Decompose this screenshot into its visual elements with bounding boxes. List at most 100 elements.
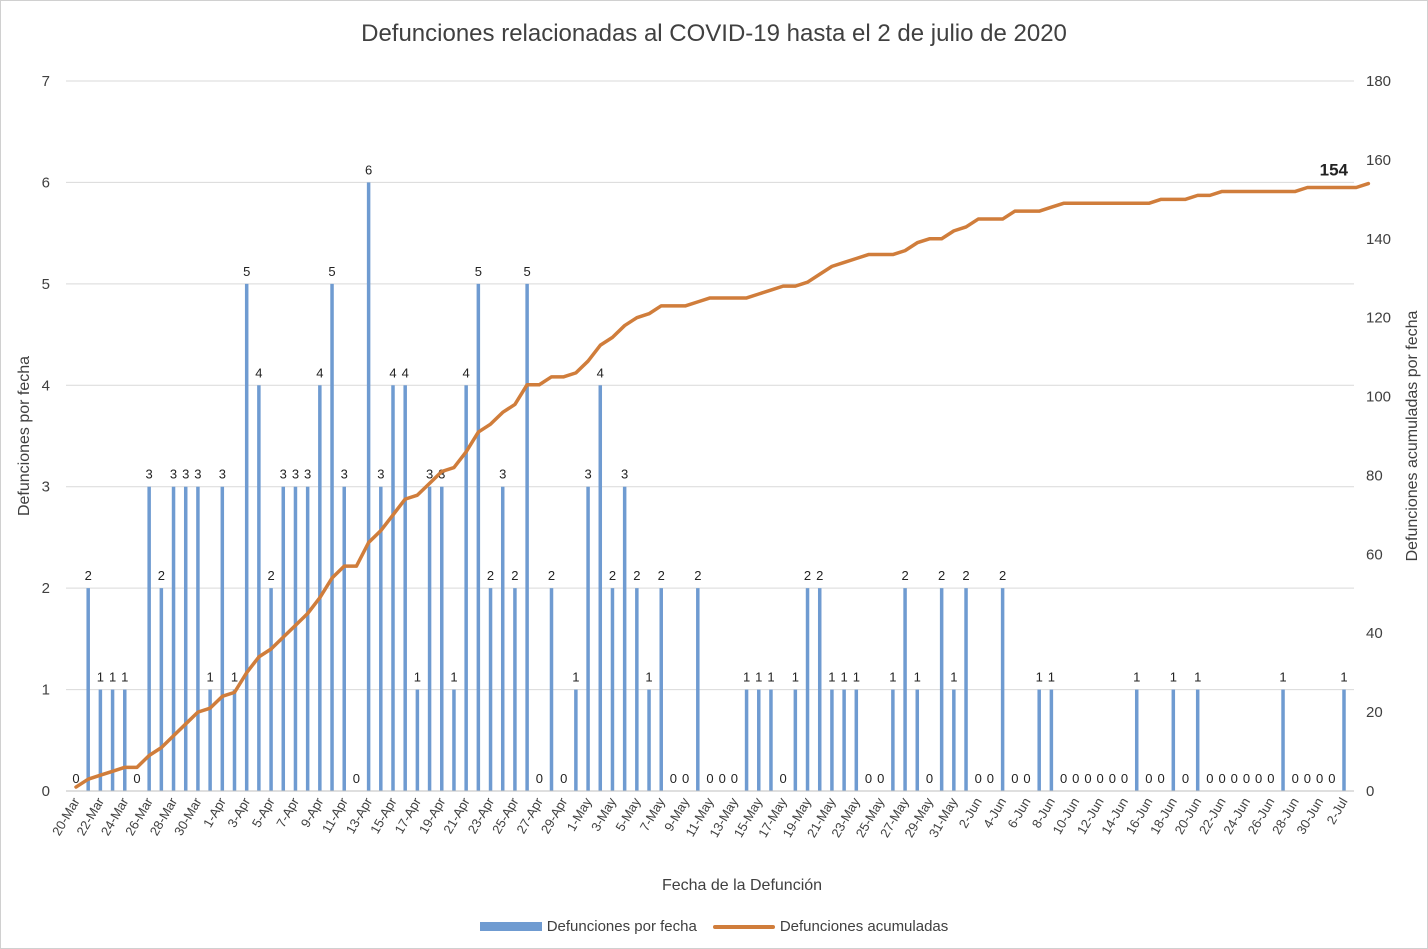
bar-data-label: 2 <box>158 568 165 583</box>
bar-data-label: 0 <box>719 771 726 786</box>
bar-data-label: 3 <box>438 467 445 482</box>
bar-data-label: 1 <box>914 670 921 685</box>
bar-data-label: 0 <box>1011 771 1018 786</box>
bar-data-label: 0 <box>706 771 713 786</box>
bar <box>1342 689 1346 791</box>
bar <box>403 385 407 791</box>
bar-data-label: 1 <box>1036 670 1043 685</box>
y2-tick-label: 0 <box>1366 783 1374 800</box>
bar <box>744 689 749 791</box>
bar-data-label: 1 <box>889 670 896 685</box>
bar-data-label: 4 <box>463 365 470 380</box>
bar-data-label: 1 <box>792 670 799 685</box>
bar-data-label: 3 <box>304 467 311 482</box>
x-tick-label: 3-Apr <box>224 794 253 830</box>
bar <box>696 588 700 791</box>
y2-tick-label: 120 <box>1366 310 1391 327</box>
bar <box>318 385 322 791</box>
y-tick-label: 4 <box>42 377 50 394</box>
bar-data-label: 0 <box>1328 771 1335 786</box>
bar-data-label: 0 <box>1084 771 1091 786</box>
bar <box>1000 588 1005 791</box>
bar-data-label: 2 <box>999 568 1006 583</box>
bar-data-label: 4 <box>597 365 604 380</box>
bar <box>513 588 517 791</box>
x-tick-label: 7-Apr <box>273 794 302 830</box>
bar-data-label: 2 <box>267 568 274 583</box>
y2-tick-label: 100 <box>1366 389 1391 406</box>
bar <box>305 486 310 791</box>
bar-data-label: 0 <box>670 771 677 786</box>
bar-data-label: 0 <box>1255 771 1262 786</box>
bar-data-label: 1 <box>121 670 128 685</box>
bar <box>635 588 639 791</box>
bar-data-label: 0 <box>877 771 884 786</box>
bar <box>464 385 468 791</box>
bar <box>196 486 200 791</box>
bar-data-label: 1 <box>767 670 774 685</box>
bar <box>366 182 371 791</box>
bar <box>659 588 663 791</box>
bar-data-label: 3 <box>377 467 384 482</box>
bar <box>208 689 212 791</box>
bar-data-label: 1 <box>231 670 238 685</box>
y-tick-label: 6 <box>42 174 50 191</box>
bar <box>830 689 834 791</box>
bar <box>110 689 115 791</box>
bar-data-label: 0 <box>1316 771 1323 786</box>
bar-data-label: 1 <box>950 670 957 685</box>
bar-data-label: 1 <box>109 670 116 685</box>
y2-tick-label: 140 <box>1366 231 1391 248</box>
bar-data-label: 1 <box>206 670 213 685</box>
bar-data-label: 0 <box>1218 771 1225 786</box>
y-tick-label: 2 <box>42 580 50 597</box>
bar-data-label: 0 <box>1243 771 1250 786</box>
bar <box>647 689 651 791</box>
bar <box>183 486 188 791</box>
bar <box>586 486 590 791</box>
y2-axis-title: Defunciones acumuladas por fecha <box>1404 310 1421 561</box>
legend-label-bars: Defunciones por fecha <box>546 918 697 935</box>
y-tick-label: 5 <box>42 276 50 293</box>
bar-data-label: 3 <box>194 467 201 482</box>
bar-data-label: 0 <box>731 771 738 786</box>
bar-data-label: 0 <box>1182 771 1189 786</box>
legend-item-bars: Defunciones por fecha <box>479 918 697 935</box>
bar-data-label: 3 <box>219 467 226 482</box>
bar <box>793 689 798 791</box>
bar-data-label: 0 <box>975 771 982 786</box>
legend-swatch-bars <box>479 922 542 931</box>
bar <box>805 588 810 791</box>
bar-data-label: 3 <box>426 467 433 482</box>
bar <box>500 486 505 791</box>
bar-data-label: 2 <box>694 568 701 583</box>
bar-data-label: 2 <box>609 568 616 583</box>
bar-data-label: 1 <box>1048 670 1055 685</box>
bar-data-label: 0 <box>1304 771 1311 786</box>
bar <box>379 486 383 791</box>
y2-tick-label: 60 <box>1366 546 1383 563</box>
bar-data-label: 2 <box>804 568 811 583</box>
x-tick-label: 2-Jun <box>956 795 985 831</box>
bar <box>1049 689 1054 791</box>
bar-data-label: 3 <box>280 467 287 482</box>
bar <box>488 588 493 791</box>
bar-data-label: 0 <box>926 771 933 786</box>
bar-data-label: 3 <box>621 467 628 482</box>
line-end-label: 154 <box>1320 161 1349 180</box>
x-tick-label: 5-Apr <box>249 794 278 830</box>
bar-data-label: 2 <box>85 568 92 583</box>
chart-title: Defunciones relacionadas al COVID-19 has… <box>361 20 1067 47</box>
bar <box>598 385 603 791</box>
bar <box>452 689 456 791</box>
bar-data-label: 2 <box>633 568 640 583</box>
bar <box>574 689 578 791</box>
bar-data-label: 0 <box>1072 771 1079 786</box>
bar <box>610 588 615 791</box>
bar <box>952 689 956 791</box>
bar-data-label: 3 <box>584 467 591 482</box>
y-axis-title: Defunciones por fecha <box>16 356 33 516</box>
legend-label-line: Defunciones acumuladas <box>779 918 949 935</box>
bar <box>854 689 859 791</box>
bar <box>269 588 273 791</box>
